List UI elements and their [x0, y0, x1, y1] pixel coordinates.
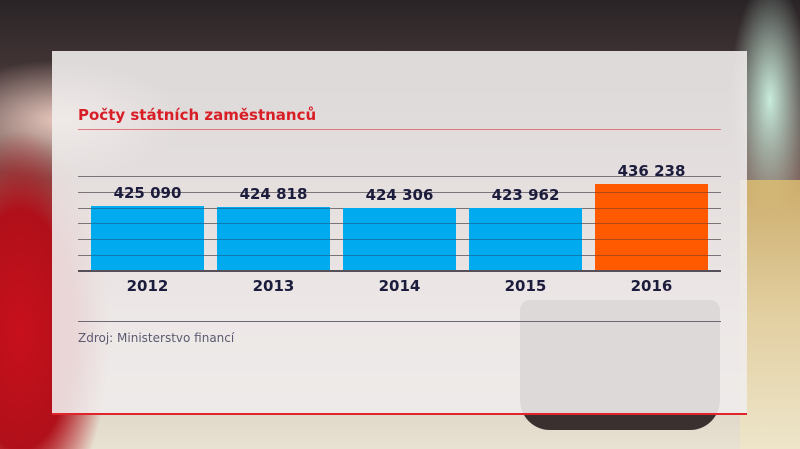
source-divider	[78, 321, 721, 322]
chart-panel: Počty státních zaměstnanců 425 090 2012 42…	[52, 51, 747, 415]
title-divider	[78, 129, 721, 130]
source-note: Zdroj: Ministerstvo financí	[78, 331, 235, 345]
background-desk	[740, 180, 800, 449]
value-label-2013: 424 818	[239, 185, 308, 203]
bar-2016	[595, 184, 708, 270]
bar-2012	[91, 206, 204, 270]
value-label-2015: 423 962	[491, 186, 560, 204]
value-label-2012: 425 090	[113, 184, 182, 202]
bar-2015	[469, 208, 582, 270]
x-tick-2013: 2013	[252, 277, 295, 295]
chart-title: Počty státních zaměstnanců	[78, 106, 317, 124]
x-tick-2012: 2012	[126, 277, 169, 295]
x-tick-2014: 2014	[378, 277, 421, 295]
gridline	[78, 192, 721, 193]
value-label-2016: 436 238	[617, 162, 686, 180]
bar-2014	[343, 208, 456, 270]
value-label-2014: 424 306	[365, 186, 434, 204]
gridline	[78, 176, 721, 177]
x-tick-2016: 2016	[630, 277, 673, 295]
bar-2013	[217, 207, 330, 270]
x-axis-baseline	[78, 270, 721, 272]
x-tick-2015: 2015	[504, 277, 547, 295]
